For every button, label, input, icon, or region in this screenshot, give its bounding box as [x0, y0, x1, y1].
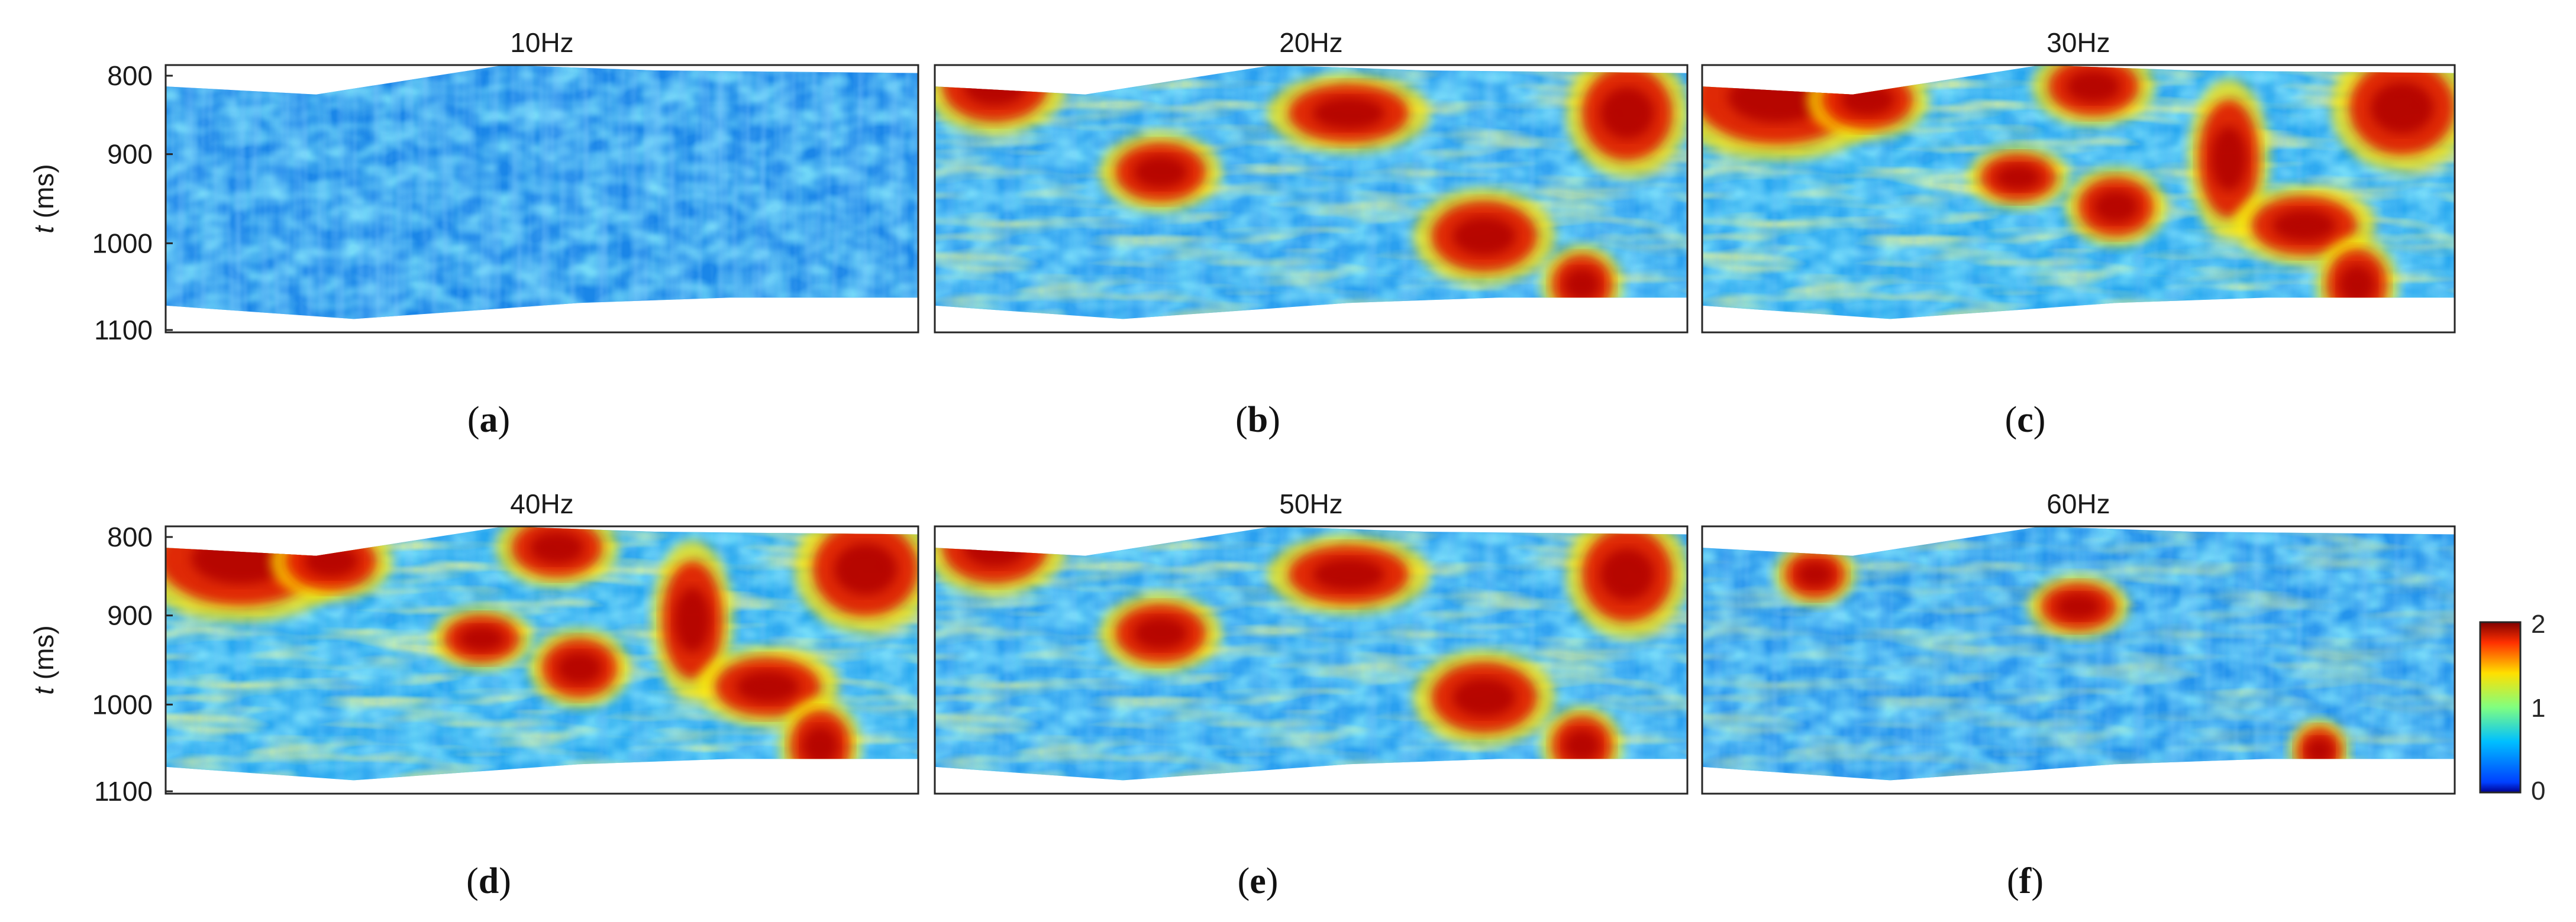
hotspot-core — [530, 531, 585, 564]
hotspot-core — [1452, 678, 1516, 717]
y-tick-label: 1000 — [92, 689, 153, 720]
panel-title: 40Hz — [510, 489, 573, 519]
panel-caption: (c) — [2005, 400, 2046, 440]
y-tick-label: 1100 — [94, 315, 153, 345]
hotspot-core — [2093, 190, 2139, 223]
hotspot-core — [736, 670, 800, 703]
heatmap-panel-50hz: 50Hz (e) — [934, 489, 1689, 901]
panel-title: 10Hz — [510, 27, 573, 58]
heatmap-field — [1702, 526, 2455, 781]
hotspot — [942, 526, 1048, 583]
hotspot-core — [2210, 126, 2247, 191]
axes-frame — [164, 525, 919, 795]
panel-caption: (e) — [1238, 861, 1279, 901]
hotspot-core — [674, 587, 711, 652]
hotspot-core — [1312, 97, 1385, 130]
heatmap-panel-40hz: 40Hz (d) 800 900 1000 1100 t (ms) — [28, 489, 919, 901]
heatmap-field — [935, 65, 1687, 319]
y-axis-label: t (ms) — [28, 164, 59, 234]
axes-frame — [1701, 64, 2456, 334]
y-axis-label: t (ms) — [28, 625, 59, 695]
axes-frame — [934, 525, 1689, 795]
hotspot-core — [834, 543, 898, 596]
hotspot-core — [557, 652, 602, 684]
colorbar-tick-max: 2 — [2531, 610, 2545, 639]
hotspot-core — [1312, 558, 1385, 591]
y-tick-label: 1000 — [92, 228, 153, 258]
y-tick-label: 800 — [107, 522, 153, 552]
hotspot-core — [802, 726, 839, 765]
hotspot-core — [304, 545, 359, 578]
hotspot-core — [1996, 164, 2041, 190]
axes-frame — [1701, 525, 2456, 795]
hotspot-core — [1841, 83, 1895, 117]
colorbar: 2 1 0 — [2479, 610, 2545, 805]
panel-caption: (f) — [2007, 861, 2044, 901]
hotspot-core — [2339, 264, 2375, 304]
hotspot-core — [2066, 70, 2121, 103]
hotspot-core — [963, 528, 1027, 567]
colorbar-gradient — [2479, 621, 2522, 794]
hotspot-core — [2370, 82, 2434, 134]
heatmap-field — [166, 526, 918, 781]
hotspot-core — [963, 67, 1027, 106]
heatmap-field — [166, 65, 918, 319]
panel-caption: (d) — [466, 861, 511, 901]
heatmap-panel-10hz: 10Hz (a) 800 900 1000 1100 t (ms) — [28, 27, 919, 440]
hotspot-core — [1133, 617, 1188, 650]
hotspot-core — [1600, 548, 1655, 601]
axes-frame — [934, 64, 1689, 334]
hotspot-core — [1600, 87, 1655, 140]
panel-caption: (b) — [1235, 400, 1280, 440]
y-tick-label: 1100 — [94, 776, 153, 807]
heatmap-field — [1702, 65, 2455, 319]
panel-title: 60Hz — [2046, 489, 2110, 519]
y-tick-label: 900 — [107, 600, 153, 631]
hotspot-core — [2306, 737, 2333, 764]
hotspot-core — [1564, 729, 1600, 762]
heatmap-streaks — [166, 65, 918, 319]
panel-title: 30Hz — [2046, 27, 2110, 58]
panel-caption: (a) — [467, 400, 510, 440]
hotspot-core — [1564, 268, 1600, 300]
heatmap-panel-20hz: 20Hz (b) — [934, 27, 1689, 440]
panel-title: 20Hz — [1279, 27, 1342, 58]
hotspot-core — [2272, 209, 2336, 242]
hotspot-core — [1797, 561, 1833, 588]
hotspot-core — [2055, 593, 2102, 620]
y-tick-label: 900 — [107, 139, 153, 170]
axes-frame — [164, 64, 919, 334]
colorbar-tick-min: 0 — [2531, 777, 2545, 805]
heatmap-panel-60hz: 60Hz (f) — [1701, 489, 2456, 901]
panel-title: 50Hz — [1279, 489, 1342, 519]
heatmap-panel-30hz: 30Hz (c) — [1701, 27, 2456, 440]
colorbar-tick-mid: 1 — [2531, 694, 2545, 723]
y-tick-label: 800 — [107, 60, 153, 91]
hotspot-core — [1133, 156, 1188, 189]
hotspot-core — [459, 625, 505, 652]
heatmap-field — [935, 526, 1687, 781]
hotspot — [942, 65, 1048, 122]
hotspot-core — [1452, 216, 1516, 256]
